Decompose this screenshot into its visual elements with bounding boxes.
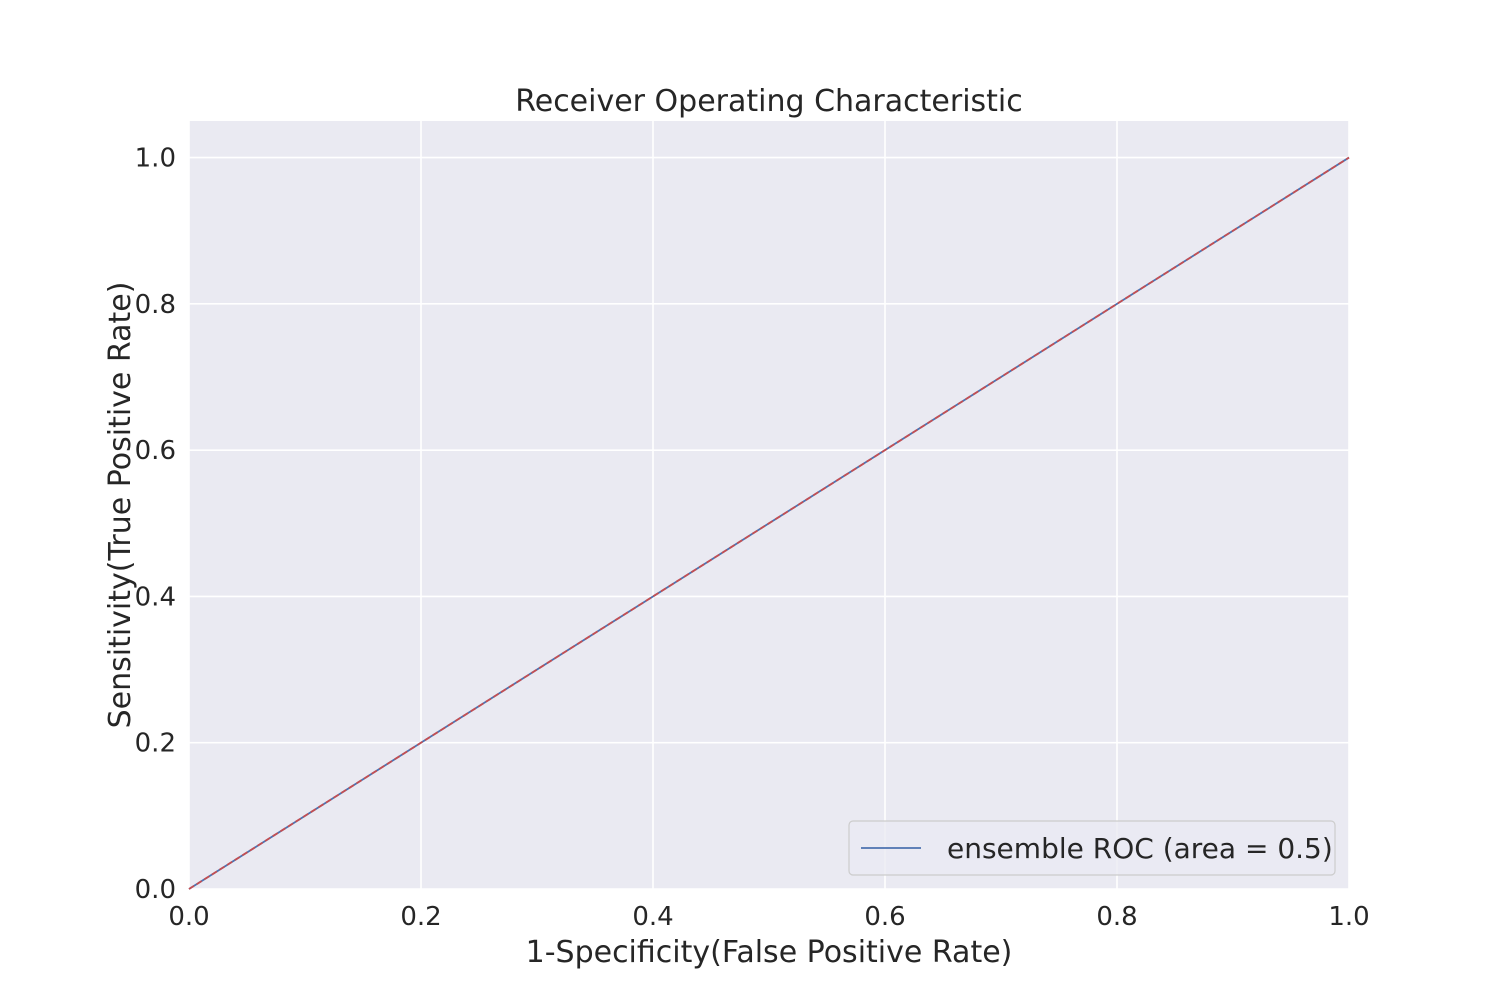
- plot-area: [189, 121, 1349, 889]
- y-tick-label: 0.4: [135, 582, 176, 612]
- y-axis-label: Sensitivity(True Positive Rate): [103, 282, 138, 729]
- legend-box: [848, 820, 1336, 876]
- x-axis-label: 1-Specificity(False Positive Rate): [526, 935, 1013, 970]
- legend-label: ensemble ROC (area = 0.5): [947, 832, 1333, 865]
- x-tick-label: 0.2: [400, 902, 441, 932]
- x-tick-label: 0.8: [1096, 902, 1137, 932]
- x-tick-label: 1.0: [1328, 902, 1369, 932]
- reference-line: [188, 156, 1350, 890]
- y-tick-label: 0.2: [135, 729, 176, 759]
- x-tick-label: 0.0: [168, 902, 209, 932]
- x-tick-label: 0.6: [864, 902, 905, 932]
- y-tick-label: 1.0: [135, 144, 176, 174]
- chart-title: Receiver Operating Characteristic: [515, 84, 1023, 119]
- y-tick-label: 0.0: [135, 875, 176, 905]
- x-tick-label: 0.4: [632, 902, 673, 932]
- y-tick-label: 0.8: [135, 290, 176, 320]
- legend: ensemble ROC (area = 0.5): [848, 820, 1336, 876]
- y-tick-label: 0.6: [135, 436, 176, 466]
